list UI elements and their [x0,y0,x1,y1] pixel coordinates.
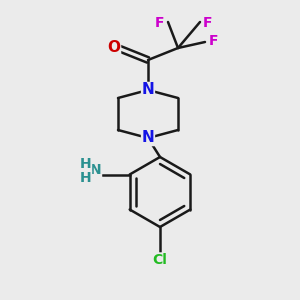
Text: F: F [203,16,213,30]
Text: N: N [90,164,101,178]
Text: F: F [155,16,165,30]
Text: N: N [142,130,154,146]
Text: F: F [208,34,218,48]
Text: O: O [107,40,121,55]
Text: N: N [142,82,154,98]
Text: H: H [80,158,92,172]
Text: Cl: Cl [153,253,167,267]
Text: H: H [80,172,92,185]
